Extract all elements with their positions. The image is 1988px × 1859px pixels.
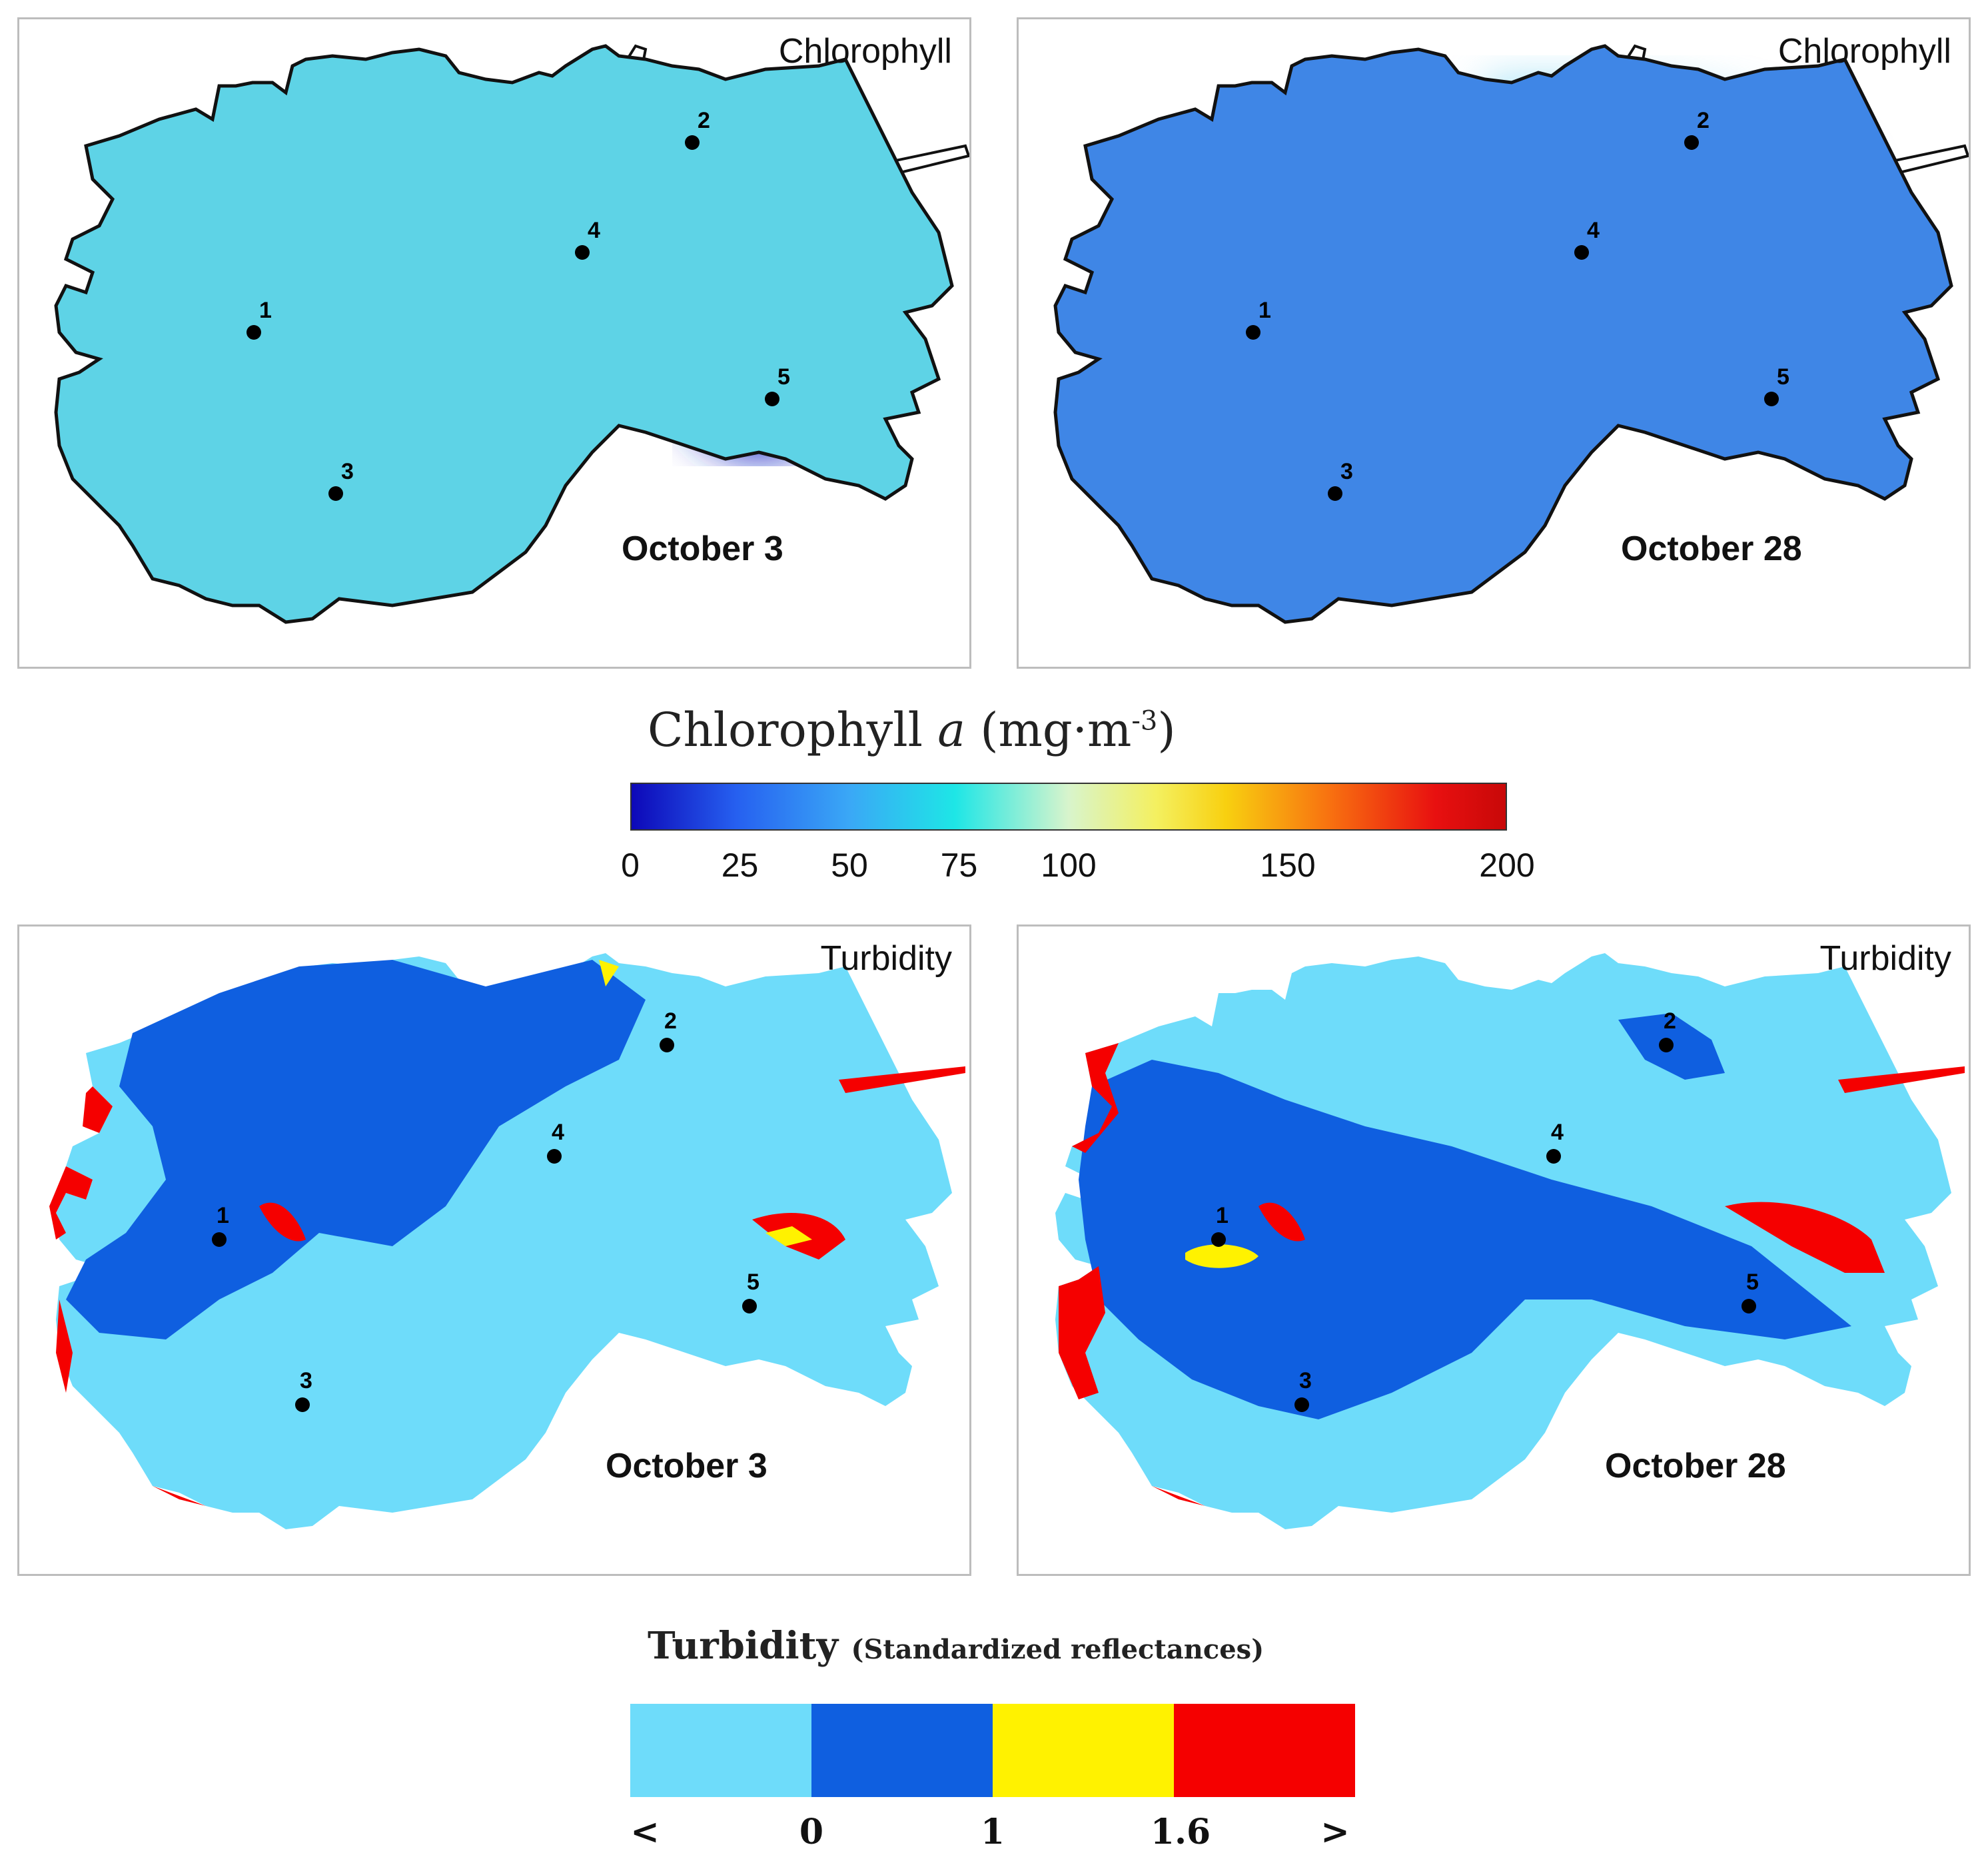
turbidity-tick-1: 0: [799, 1812, 824, 1852]
station-5-marker: [765, 392, 779, 406]
station-5-marker: [1764, 392, 1779, 406]
lake-map-svg: 1 2 3 4 5: [49, 953, 965, 1529]
station-4-label: 4: [1587, 218, 1600, 243]
panel-date: October 28: [1605, 1447, 1786, 1485]
station-3-label: 3: [300, 1368, 312, 1393]
station-3-label: 3: [1340, 459, 1353, 484]
station-markers: 1 2 3 4 5: [1246, 108, 1789, 501]
station-4-label: 4: [552, 1120, 564, 1145]
station-1-label: 1: [1258, 298, 1271, 323]
station-4-marker: [575, 245, 590, 260]
station-2-label: 2: [1664, 1008, 1676, 1034]
lake-map-svg: 1 2 3 4 5: [19, 19, 969, 669]
station-5-label: 5: [1746, 1270, 1759, 1295]
station-3-marker: [1328, 486, 1342, 501]
chlorophyll-tick-2: 50: [831, 847, 868, 884]
panel-title: Chlorophyll: [1777, 32, 1951, 71]
turbidity-map-october-28: 1 2 3 4 5 Turbidity October 28: [1017, 925, 1971, 1576]
chlorophyll-tick-6: 200: [1479, 847, 1535, 884]
turbidity-scale-title: Turbidity (Standardized reflectances): [648, 1624, 1264, 1668]
station-3-marker: [328, 486, 343, 501]
panel-date: October 3: [622, 530, 783, 568]
station-4-label: 4: [588, 218, 600, 243]
station-4-marker: [1574, 245, 1589, 260]
station-4-marker: [547, 1149, 562, 1164]
lake-map-svg: 1 2 3 4 5: [1019, 19, 1969, 669]
chlorophyll-map-october-28: 1 2 3 4 5 Chlorophyll October 28: [1017, 17, 1971, 669]
chlorophyll-scale-title: Chlorophyll a (mg·m-3): [648, 703, 1176, 757]
station-1-label: 1: [259, 298, 272, 323]
station-5-marker: [1741, 1299, 1756, 1313]
turbidity-legend: [630, 1704, 1355, 1797]
station-1-label: 1: [1216, 1203, 1229, 1228]
panel-title: Turbidity: [820, 939, 952, 978]
station-3-marker: [1294, 1397, 1309, 1412]
panel-date: October 28: [1621, 530, 1802, 568]
station-2-marker: [685, 135, 700, 150]
turbidity-tick-3: 1.6: [1150, 1812, 1211, 1852]
station-2-label: 2: [1697, 108, 1710, 133]
station-1-marker: [1211, 1232, 1226, 1247]
panel-title: Turbidity: [1819, 939, 1951, 978]
station-1-marker: [212, 1232, 227, 1247]
turbidity-map-october-3: 1 2 3 4 5 Turbidity October 3: [17, 925, 971, 1576]
station-1-label: 1: [217, 1203, 229, 1228]
turbidity-tick-0: <: [630, 1812, 660, 1852]
chlorophyll-tick-5: 150: [1260, 847, 1316, 884]
station-3-label: 3: [341, 459, 354, 484]
panel-date: October 3: [606, 1447, 767, 1485]
chlorophyll-map-october-3: 1 2 3 4 5 Chlorophyll October 3: [17, 17, 971, 669]
station-2-marker: [660, 1038, 674, 1052]
station-markers: 1 2 3 4 5: [247, 108, 790, 501]
station-5-marker: [742, 1299, 757, 1313]
station-4-label: 4: [1551, 1120, 1564, 1145]
chlorophyll-colorbar: [630, 783, 1507, 831]
chlorophyll-tick-4: 100: [1041, 847, 1097, 884]
chlorophyll-tick-0: 0: [621, 847, 640, 884]
panel-title: Chlorophyll: [778, 32, 952, 71]
turbidity-class-yellow: [993, 1704, 1174, 1797]
station-5-label: 5: [747, 1270, 759, 1295]
station-2-marker: [1684, 135, 1699, 150]
station-1-marker: [247, 325, 261, 340]
station-2-label: 2: [664, 1008, 677, 1034]
station-5-label: 5: [777, 364, 790, 390]
station-2-label: 2: [698, 108, 710, 133]
turbidity-class-red: [1174, 1704, 1355, 1797]
station-2-marker: [1659, 1038, 1674, 1052]
turbidity-tick-2: 1: [980, 1812, 1005, 1852]
station-4-marker: [1546, 1149, 1561, 1164]
lake-map-svg: 1 2 3 4 5: [1055, 953, 1965, 1529]
turbidity-class-light-blue: [630, 1704, 811, 1797]
station-1-marker: [1246, 325, 1260, 340]
turbidity-class-dark-blue: [811, 1704, 993, 1797]
station-5-label: 5: [1777, 364, 1789, 390]
station-3-marker: [295, 1397, 310, 1412]
turbidity-tick-4: >: [1320, 1812, 1350, 1852]
chlorophyll-tick-3: 75: [940, 847, 978, 884]
station-3-label: 3: [1299, 1368, 1312, 1393]
chlorophyll-tick-1: 25: [721, 847, 759, 884]
